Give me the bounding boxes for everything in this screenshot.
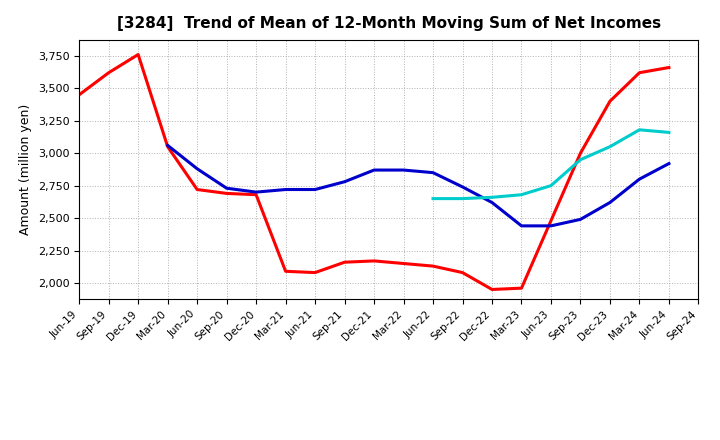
7 Years [635, 127, 644, 132]
7 Years [576, 157, 585, 162]
Y-axis label: Amount (million yen): Amount (million yen) [19, 104, 32, 235]
3 Years [104, 70, 113, 75]
5 Years [311, 187, 320, 192]
7 Years [428, 196, 437, 201]
3 Years [370, 258, 379, 264]
5 Years [517, 223, 526, 228]
7 Years [606, 144, 614, 149]
7 Years [665, 130, 673, 135]
5 Years [341, 179, 349, 184]
Line: 3 Years: 3 Years [79, 55, 669, 290]
7 Years [546, 183, 555, 188]
3 Years [517, 286, 526, 291]
3 Years [134, 52, 143, 57]
5 Years [635, 176, 644, 182]
5 Years [576, 217, 585, 222]
5 Years [428, 170, 437, 175]
5 Years [222, 186, 231, 191]
3 Years [341, 260, 349, 265]
3 Years [546, 218, 555, 224]
5 Years [458, 184, 467, 190]
3 Years [576, 150, 585, 156]
5 Years [282, 187, 290, 192]
3 Years [163, 144, 172, 149]
3 Years [458, 270, 467, 275]
Title: [3284]  Trend of Mean of 12-Month Moving Sum of Net Incomes: [3284] Trend of Mean of 12-Month Moving … [117, 16, 661, 32]
3 Years [487, 287, 496, 292]
3 Years [665, 65, 673, 70]
3 Years [193, 187, 202, 192]
5 Years [546, 223, 555, 228]
3 Years [428, 264, 437, 269]
5 Years [665, 161, 673, 166]
3 Years [75, 92, 84, 97]
5 Years [399, 167, 408, 172]
5 Years [606, 200, 614, 205]
5 Years [163, 143, 172, 148]
3 Years [606, 99, 614, 104]
3 Years [282, 269, 290, 274]
3 Years [252, 192, 261, 198]
Line: 7 Years: 7 Years [433, 130, 669, 198]
7 Years [487, 194, 496, 200]
7 Years [517, 192, 526, 198]
3 Years [399, 261, 408, 266]
5 Years [370, 167, 379, 172]
3 Years [222, 191, 231, 196]
5 Years [252, 190, 261, 195]
7 Years [458, 196, 467, 201]
5 Years [487, 200, 496, 205]
5 Years [193, 166, 202, 172]
Line: 5 Years: 5 Years [168, 145, 669, 226]
3 Years [635, 70, 644, 75]
3 Years [311, 270, 320, 275]
